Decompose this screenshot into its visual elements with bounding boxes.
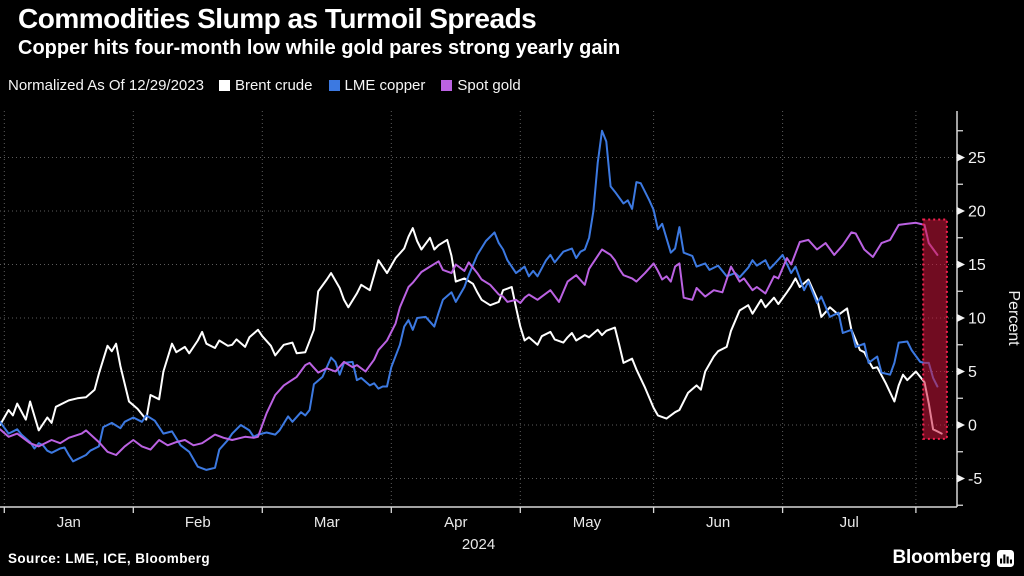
x-month-label-feb: Feb (185, 514, 211, 531)
x-year-label: 2024 (462, 536, 495, 553)
legend-label-lme-copper: LME copper (344, 77, 426, 94)
legend-item-lme-copper: LME copper (328, 77, 426, 94)
legend: Normalized As Of 12/29/2023 Brent crude L… (8, 77, 521, 94)
legend-label-spot-gold: Spot gold (457, 77, 521, 94)
series-line-lme-copper (0, 129, 939, 471)
line-chart: 25 20 15 10 5 0 -5 Jan Feb Mar Apr May Jun Jul 2024 Per… (0, 111, 1022, 553)
y-tick-10 (957, 314, 965, 322)
y-tick-0 (957, 421, 965, 429)
chart-subtitle: Copper hits four-month low while gold pa… (18, 37, 621, 59)
legend-note: Normalized As Of 12/29/2023 (8, 77, 204, 94)
legend-swatch-lme-copper (328, 80, 340, 91)
y-tick-label-15: 15 (968, 257, 986, 274)
legend-swatch-brent-crude (218, 80, 230, 91)
x-month-label-may: May (573, 514, 602, 531)
y-tick-label--5: -5 (968, 471, 982, 488)
legend-item-brent-crude: Brent crude (218, 77, 313, 94)
legend-items: Brent crude LME copper Spot gold (218, 77, 521, 94)
y-tick-25 (957, 153, 965, 162)
x-month-label-jan: Jan (57, 514, 81, 531)
y-tick--5 (957, 474, 965, 483)
x-month-label-jul: Jul (840, 514, 859, 531)
y-tick-label-25: 25 (968, 150, 986, 167)
legend-label-brent-crude: Brent crude (234, 77, 313, 94)
bloomberg-logo: Bloomberg (893, 547, 1014, 569)
source-attribution: Source: LME, ICE, Bloomberg (8, 551, 211, 566)
y-tick-label-10: 10 (968, 311, 986, 328)
bar-chart-icon (997, 549, 1014, 567)
y-tick-20 (957, 207, 965, 215)
chart-title: Commodities Slump as Turmoil Spreads (18, 3, 537, 34)
x-month-label-jun: Jun (706, 514, 730, 531)
y-tick-15 (957, 260, 965, 269)
x-month-label-apr: Apr (444, 514, 467, 531)
highlight-region (922, 218, 948, 440)
x-month-label-mar: Mar (314, 514, 340, 531)
bloomberg-wordmark: Bloomberg (892, 547, 992, 568)
y-axis-title: Percent (1005, 290, 1022, 346)
y-tick-label-0: 0 (968, 418, 977, 435)
series-line-brent-crude (0, 227, 943, 435)
y-tick-5 (957, 367, 965, 376)
y-tick-label-5: 5 (968, 364, 977, 381)
y-tick-label-20: 20 (968, 204, 986, 221)
legend-swatch-spot-gold (441, 80, 453, 91)
legend-item-spot-gold: Spot gold (441, 77, 521, 94)
series-line-spot-gold (0, 221, 939, 456)
